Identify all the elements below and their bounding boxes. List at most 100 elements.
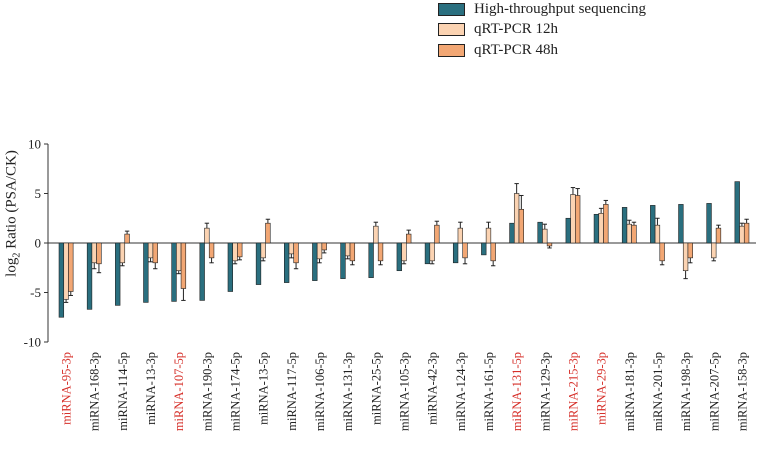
bar-sequencing (593, 213, 600, 244)
bar-qrtpcr-12h (598, 213, 604, 244)
x-tick-label: miRNA-174-5p (229, 352, 243, 431)
bar-qrtpcr-12h (429, 242, 435, 262)
bar-qrtpcr-48h (715, 227, 722, 244)
bar-sequencing (255, 242, 262, 285)
bar-sequencing (621, 207, 628, 244)
x-tick-label: miRNA-181-3p (623, 352, 637, 431)
y-tick-label: 5 (35, 186, 42, 201)
bar-sequencing (481, 242, 487, 256)
bar-qrtpcr-12h (373, 225, 379, 244)
bar-qrtpcr-48h (96, 242, 102, 265)
bar-qrtpcr-48h (462, 242, 468, 259)
bar-sequencing (396, 242, 402, 272)
x-tick-label: miRNA-13-5p (257, 352, 271, 425)
x-tick-label: miRNA-198-3p (679, 352, 693, 431)
x-tick-label: miRNA-161-5p (482, 352, 496, 431)
bar-qrtpcr-48h (293, 242, 299, 264)
x-tick-label: miRNA-190-3p (200, 352, 214, 431)
legend-item-qrtpcr-48h: qRT-PCR 48h (438, 40, 558, 60)
y-tick-label: -10 (24, 335, 41, 350)
x-tick-label: miRNA-42-3p (426, 352, 440, 425)
x-tick-label: miRNA-207-5p (707, 352, 721, 431)
legend-swatch-qrtpcr-12h (438, 22, 465, 36)
x-tick-label: miRNA-131-5p (510, 352, 524, 431)
bar-sequencing (565, 217, 571, 244)
bar-qrtpcr-12h (119, 242, 126, 264)
legend-swatch-sequencing (438, 2, 465, 16)
y-tick-label: 10 (28, 137, 41, 152)
bar-sequencing (312, 242, 318, 281)
bar-qrtpcr-12h (345, 242, 351, 257)
bar-qrtpcr-12h (711, 242, 717, 259)
bar-qrtpcr-48h (180, 242, 187, 289)
x-tick-label: miRNA-105-3p (398, 352, 412, 431)
bar-qrtpcr-12h (204, 227, 210, 244)
bar-qrtpcr-48h (152, 242, 158, 264)
bar-sequencing (115, 242, 121, 306)
bar-sequencing (424, 242, 431, 265)
bar-sequencing (678, 204, 684, 244)
bar-qrtpcr-48h (406, 233, 412, 244)
bar-qrtpcr-12h (485, 227, 492, 244)
bar-sequencing (706, 203, 712, 244)
legend-item-qrtpcr-12h: qRT-PCR 12h (438, 19, 558, 39)
bar-sequencing (734, 181, 740, 244)
bar-qrtpcr-12h (316, 242, 323, 260)
bar-qrtpcr-48h (546, 242, 553, 247)
bar-qrtpcr-48h (208, 242, 215, 259)
bar-qrtpcr-12h (457, 227, 463, 244)
x-tick-label: miRNA-107-5p (172, 352, 186, 431)
bar-qrtpcr-48h (659, 242, 665, 262)
legend-label-qrtpcr-48h: qRT-PCR 48h (474, 41, 558, 58)
bar-qrtpcr-12h (288, 242, 295, 255)
bar-qrtpcr-48h (237, 242, 243, 258)
bar-sequencing (171, 242, 177, 302)
bar-qrtpcr-12h (542, 228, 548, 244)
bar-qrtpcr-48h (603, 204, 609, 244)
bar-qrtpcr-48h (321, 242, 327, 251)
bar-qrtpcr-48h (518, 209, 524, 244)
bar-qrtpcr-48h (631, 224, 637, 244)
bar-qrtpcr-12h (91, 242, 97, 264)
bar-qrtpcr-12h (176, 242, 182, 272)
bar-sequencing (199, 242, 205, 301)
x-tick-label: miRNA-117-5p (285, 352, 299, 431)
bars (58, 181, 750, 318)
bar-qrtpcr-48h (490, 242, 496, 262)
bar-sequencing (143, 242, 149, 303)
x-tick-labels: miRNA-95-3p miRNA-168-3p miRNA-114-5p miRNA… (60, 352, 750, 431)
bar-qrtpcr-12h (147, 242, 154, 259)
x-tick-label: miRNA-29-3p (595, 352, 609, 425)
x-tick-label: miRNA-114-5p (116, 352, 130, 431)
bar-qrtpcr-48h (743, 222, 750, 244)
x-tick-label: miRNA-215-3p (566, 352, 580, 431)
x-tick-label: miRNA-129-3p (538, 352, 552, 431)
bar-qrtpcr-12h (682, 242, 689, 272)
legend-label-sequencing: High-throughput sequencing (474, 0, 647, 17)
legend-swatch-qrtpcr-48h (438, 43, 465, 57)
legend-item-sequencing: High-throughput sequencing (438, 0, 646, 19)
bar-qrtpcr-12h (626, 223, 632, 244)
bar-qrtpcr-48h (434, 224, 440, 244)
bar-qrtpcr-12h (739, 225, 745, 244)
x-tick-label: miRNA-158-3p (735, 352, 749, 431)
bar-sequencing (86, 242, 93, 310)
bar-qrtpcr-12h (654, 224, 661, 244)
bar-qrtpcr-12h (260, 242, 266, 259)
x-tick-label: miRNA-106-5p (313, 352, 327, 431)
x-tick-label: miRNA-25-5p (369, 352, 383, 425)
y-tick-label: -5 (30, 285, 41, 300)
x-tick-label: miRNA-168-3p (88, 352, 102, 431)
bar-sequencing (650, 205, 656, 244)
bar-qrtpcr-12h (401, 242, 407, 262)
y-tick-label: 0 (35, 236, 42, 251)
x-tick-label: miRNA-131-3p (341, 352, 355, 431)
bar-sequencing (509, 222, 515, 244)
bar-sequencing (227, 242, 233, 292)
x-tick-label: miRNA-13-3p (144, 352, 158, 425)
bar-qrtpcr-48h (687, 242, 693, 259)
bar-qrtpcr-48h (349, 242, 356, 262)
legend-label-qrtpcr-12h: qRT-PCR 12h (474, 20, 558, 37)
bar-qrtpcr-12h (570, 194, 576, 244)
